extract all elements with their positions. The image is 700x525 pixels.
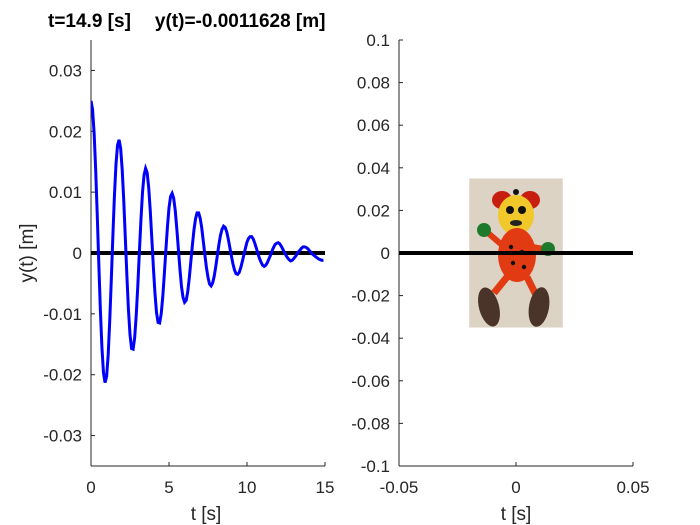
right-y-tick-label: -0.06 [351, 372, 390, 391]
right-x-tick-label: 0.05 [616, 478, 649, 497]
left-x-tick-label: 0 [86, 478, 95, 497]
left-y-tick-label: -0.03 [43, 427, 82, 446]
title-time: t=14.9 [s] [48, 11, 131, 32]
right-y-tick-label: -0.1 [361, 457, 390, 476]
right-y-tick-label: 0.1 [366, 31, 390, 50]
right-axes: -0.05 0 0.05 -0.1 -0.08 -0.06 -0.04 -0.02 0 0.02… [351, 31, 649, 525]
right-x-axis-label: t [s] [501, 504, 532, 525]
right-x-tick-label: 0 [511, 478, 520, 497]
right-x-tick-label: -0.05 [380, 478, 419, 497]
right-y-tick-label: 0.04 [357, 159, 390, 178]
right-y-tick-label: 0.02 [357, 201, 390, 220]
left-x-tick-label: 10 [238, 478, 257, 497]
left-y-tick-label: 0.03 [49, 61, 82, 80]
right-y-tick-label: 0.06 [357, 116, 390, 135]
right-y-tick-label: 0 [381, 244, 390, 263]
left-y-tick-label: 0 [73, 244, 82, 263]
left-axes: 0 5 10 15 -0.03 -0.02 -0.01 0 0.01 0.02 0.03 t [s… [17, 40, 334, 525]
left-y-tick-label: -0.01 [43, 305, 82, 324]
left-y-tick-label: -0.02 [43, 366, 82, 385]
right-y-tick-label: 0.08 [357, 74, 390, 93]
left-y-axis-label: y(t) [m] [17, 223, 38, 282]
right-y-tick-label: -0.02 [351, 287, 390, 306]
right-y-tick-label: -0.08 [351, 414, 390, 433]
left-y-tick-label: 0.01 [49, 183, 82, 202]
left-x-tick-label: 5 [164, 478, 173, 497]
left-x-axis-label: t [s] [191, 504, 222, 525]
chart-title: t=14.9 [s] y(t)=-0.0011628 [m] [48, 11, 325, 33]
signal-series-line [91, 100, 324, 384]
title-value: y(t)=-0.0011628 [m] [154, 11, 326, 32]
left-x-tick-label: 15 [316, 478, 335, 497]
right-y-tick-label: -0.04 [351, 329, 390, 348]
left-y-tick-label: 0.02 [49, 122, 82, 141]
